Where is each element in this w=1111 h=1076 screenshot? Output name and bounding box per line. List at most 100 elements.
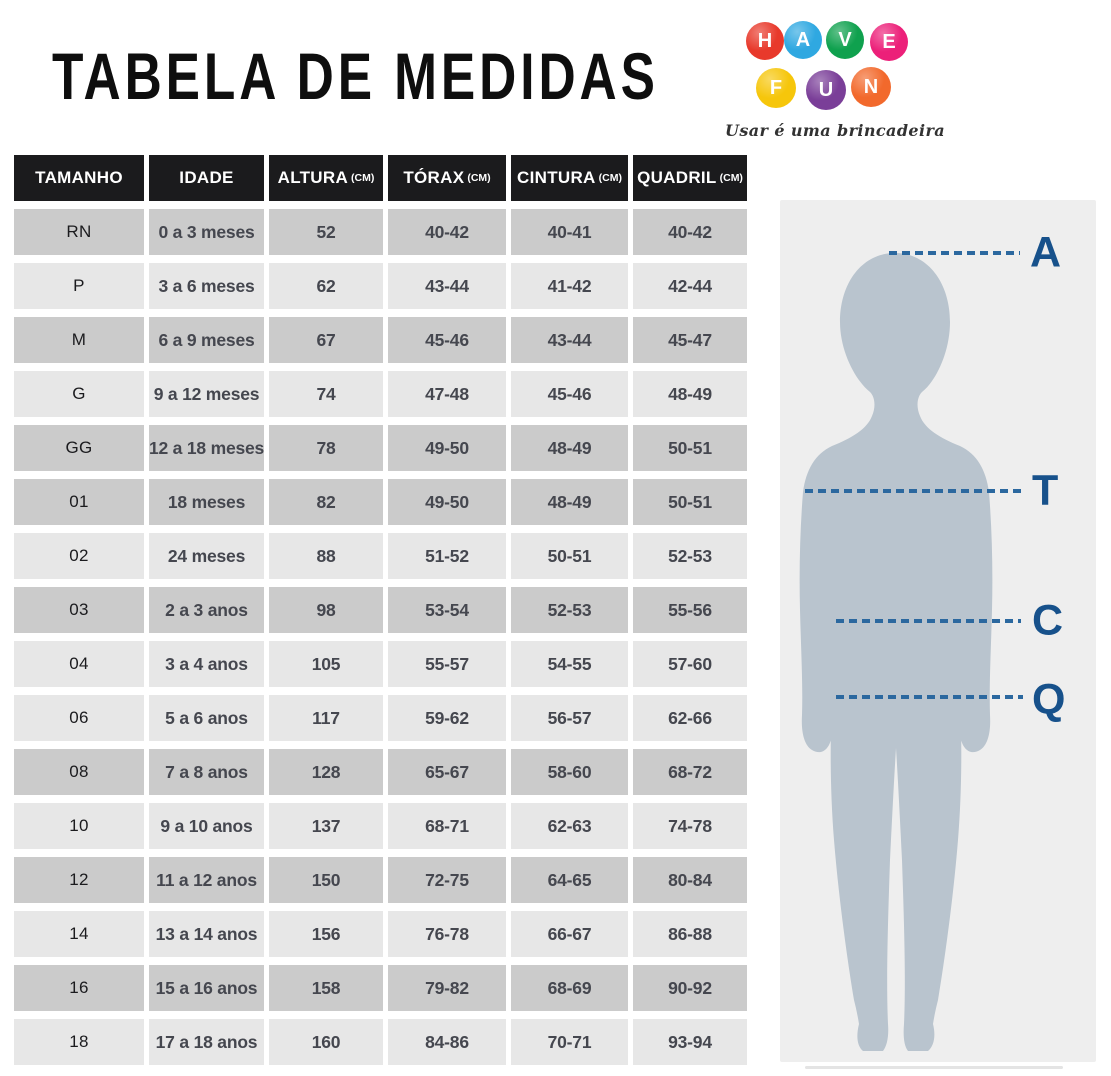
cell-quadril: 62-66	[633, 695, 747, 741]
cell-quadril: 90-92	[633, 965, 747, 1011]
cell-torax: 68-71	[388, 803, 506, 849]
cell-tamanho: 01	[14, 479, 144, 525]
cell-tamanho: 10	[14, 803, 144, 849]
cell-idade: 7 a 8 anos	[149, 749, 264, 795]
cell-altura: 117	[269, 695, 383, 741]
cell-torax: 53-54	[388, 587, 506, 633]
cell-cintura: 58-60	[511, 749, 628, 795]
measure-label-c: C	[1032, 596, 1064, 645]
cell-tamanho: 12	[14, 857, 144, 903]
cell-idade: 9 a 12 meses	[149, 371, 264, 417]
cell-idade: 15 a 16 anos	[149, 965, 264, 1011]
cell-torax: 76-78	[388, 911, 506, 957]
cell-quadril: 50-51	[633, 479, 747, 525]
cell-quadril: 74-78	[633, 803, 747, 849]
cell-altura: 62	[269, 263, 383, 309]
column-header-torax: TÓRAX (CM)	[388, 155, 506, 201]
logo-letter-circle-n: N	[851, 67, 891, 107]
measure-label-t: T	[1032, 466, 1059, 515]
cell-cintura: 56-57	[511, 695, 628, 741]
column-header-altura: ALTURA (CM)	[269, 155, 383, 201]
cell-altura: 78	[269, 425, 383, 471]
cell-tamanho: RN	[14, 209, 144, 255]
cell-cintura: 68-69	[511, 965, 628, 1011]
logo-letter-circle-a: A	[784, 21, 822, 59]
cell-torax: 84-86	[388, 1019, 506, 1065]
cell-altura: 105	[269, 641, 383, 687]
cell-altura: 82	[269, 479, 383, 525]
cell-quadril: 50-51	[633, 425, 747, 471]
logo-letter-circle-v: V	[826, 21, 864, 59]
cell-altura: 150	[269, 857, 383, 903]
cell-altura: 88	[269, 533, 383, 579]
cell-idade: 13 a 14 anos	[149, 911, 264, 957]
cell-quadril: 57-60	[633, 641, 747, 687]
cell-idade: 2 a 3 anos	[149, 587, 264, 633]
cell-idade: 3 a 6 meses	[149, 263, 264, 309]
measure-label-a: A	[1030, 228, 1062, 277]
cell-tamanho: 06	[14, 695, 144, 741]
cell-cintura: 52-53	[511, 587, 628, 633]
cell-torax: 47-48	[388, 371, 506, 417]
cell-cintura: 40-41	[511, 209, 628, 255]
cell-torax: 51-52	[388, 533, 506, 579]
cell-quadril: 52-53	[633, 533, 747, 579]
cell-altura: 137	[269, 803, 383, 849]
cell-idade: 5 a 6 anos	[149, 695, 264, 741]
cell-cintura: 50-51	[511, 533, 628, 579]
cell-quadril: 80-84	[633, 857, 747, 903]
cell-idade: 9 a 10 anos	[149, 803, 264, 849]
cell-quadril: 48-49	[633, 371, 747, 417]
cell-quadril: 45-47	[633, 317, 747, 363]
cell-quadril: 93-94	[633, 1019, 747, 1065]
cell-altura: 52	[269, 209, 383, 255]
cell-tamanho: 14	[14, 911, 144, 957]
cell-idade: 0 a 3 meses	[149, 209, 264, 255]
cell-tamanho: G	[14, 371, 144, 417]
cell-cintura: 41-42	[511, 263, 628, 309]
cell-tamanho: P	[14, 263, 144, 309]
cell-cintura: 45-46	[511, 371, 628, 417]
column-header-idade: IDADE	[149, 155, 264, 201]
cell-torax: 59-62	[388, 695, 506, 741]
cell-idade: 18 meses	[149, 479, 264, 525]
cell-tamanho: M	[14, 317, 144, 363]
cell-cintura: 64-65	[511, 857, 628, 903]
child-silhouette	[799, 251, 1023, 1051]
cell-altura: 74	[269, 371, 383, 417]
cell-torax: 45-46	[388, 317, 506, 363]
cell-altura: 67	[269, 317, 383, 363]
column-header-tamanho: TAMANHO	[14, 155, 144, 201]
logo-tagline: Usar é uma brincadeira	[725, 121, 946, 140]
cell-quadril: 68-72	[633, 749, 747, 795]
cell-cintura: 43-44	[511, 317, 628, 363]
column-header-quadril: QUADRIL (CM)	[633, 155, 747, 201]
cell-idade: 3 a 4 anos	[149, 641, 264, 687]
cell-idade: 17 a 18 anos	[149, 1019, 264, 1065]
cell-tamanho: 16	[14, 965, 144, 1011]
cell-altura: 128	[269, 749, 383, 795]
cell-quadril: 86-88	[633, 911, 747, 957]
cell-tamanho: 04	[14, 641, 144, 687]
cell-quadril: 42-44	[633, 263, 747, 309]
cell-tamanho: 03	[14, 587, 144, 633]
column-header-cintura: CINTURA (CM)	[511, 155, 628, 201]
cell-torax: 72-75	[388, 857, 506, 903]
cell-altura: 160	[269, 1019, 383, 1065]
cell-tamanho: 02	[14, 533, 144, 579]
logo-letter-circle-h: H	[746, 22, 784, 60]
cell-cintura: 66-67	[511, 911, 628, 957]
page-title: TABELA DE MEDIDAS	[52, 39, 659, 113]
panel-bottom-shadow	[805, 1066, 1063, 1069]
cell-altura: 98	[269, 587, 383, 633]
cell-cintura: 62-63	[511, 803, 628, 849]
cell-idade: 11 a 12 anos	[149, 857, 264, 903]
logo-letter-circle-e: E	[870, 23, 908, 61]
cell-cintura: 48-49	[511, 425, 628, 471]
logo-letter-circle-f: F	[756, 68, 796, 108]
cell-idade: 24 meses	[149, 533, 264, 579]
cell-quadril: 40-42	[633, 209, 747, 255]
measurement-figure-panel: A T C Q	[780, 200, 1096, 1062]
cell-torax: 49-50	[388, 425, 506, 471]
